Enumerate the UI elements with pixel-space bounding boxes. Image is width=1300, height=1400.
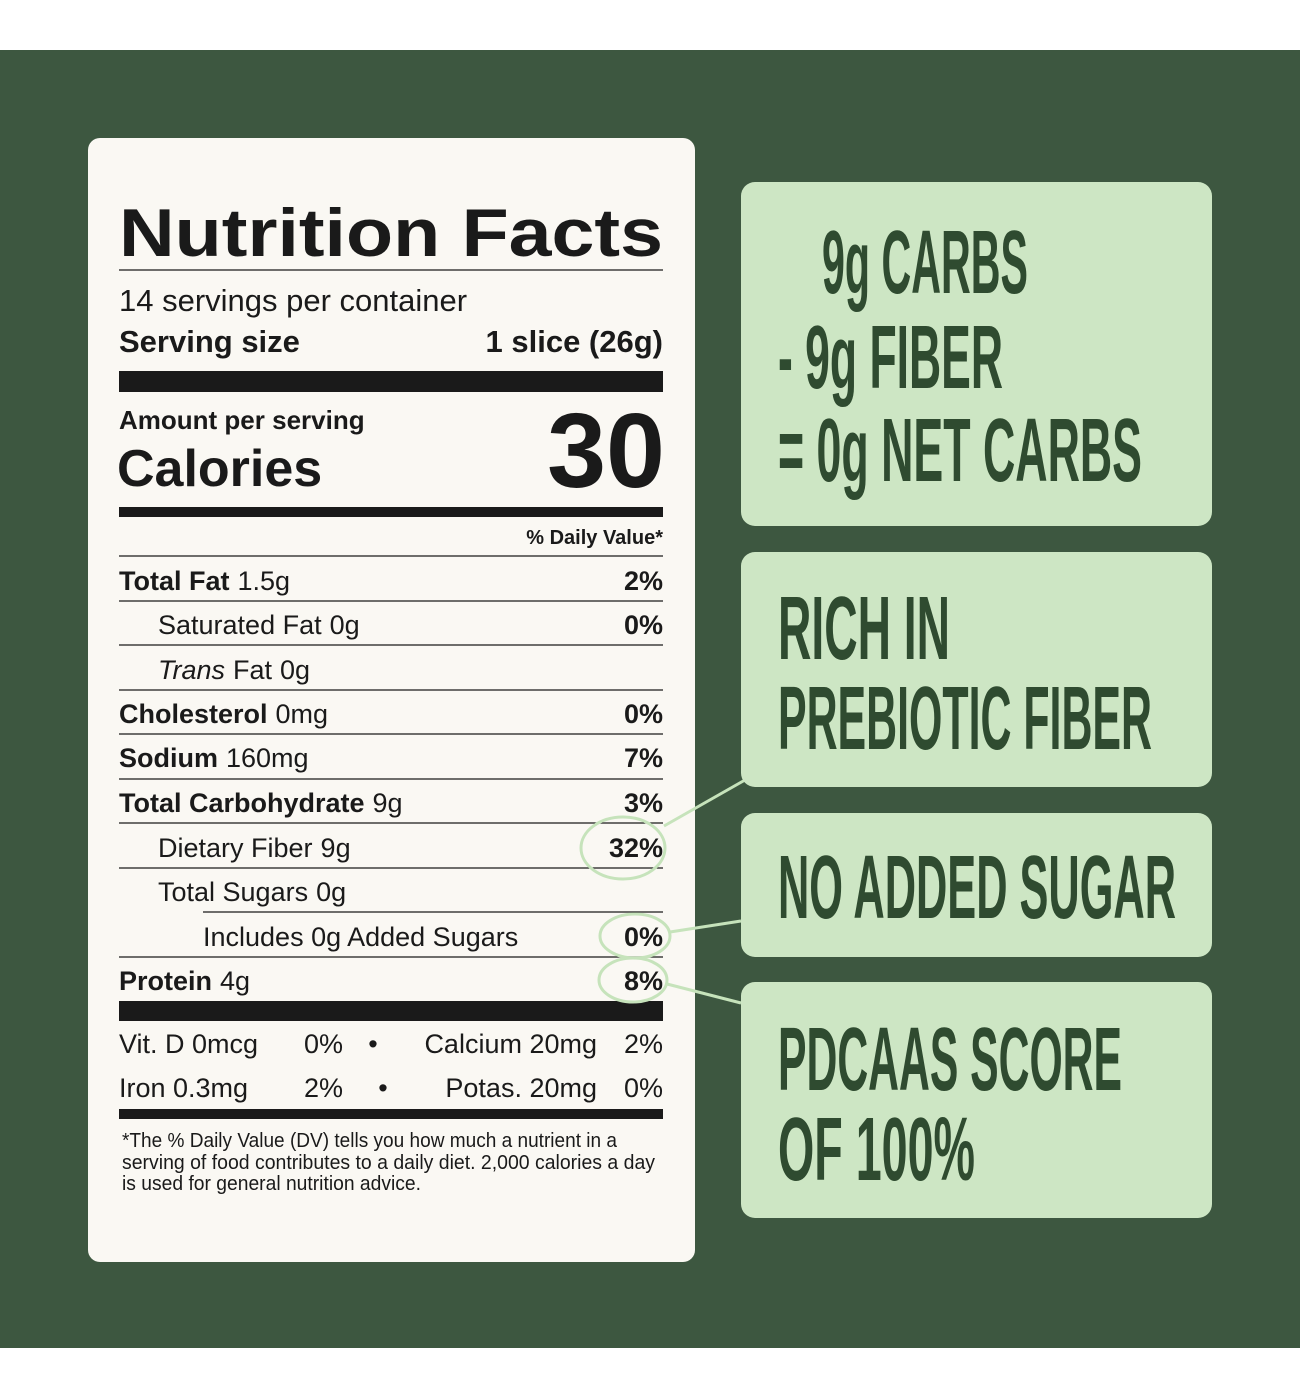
nutrition-label	[88, 138, 695, 1262]
highlight-circle	[579, 815, 667, 881]
vitamin-name: Calcium 20mg	[424, 1029, 597, 1059]
nutrient-name: Fat	[233, 655, 273, 685]
footnote: serving of food contributes to a daily d…	[122, 1152, 655, 1174]
footnote: *The % Daily Value (DV) tells you how mu…	[122, 1130, 618, 1152]
callout-box	[741, 552, 1212, 787]
amount-per-serving: Amount per serving	[119, 405, 365, 435]
vitamin-dv: 2%	[304, 1073, 343, 1103]
daily-value: 3%	[624, 788, 663, 818]
highlights	[579, 778, 746, 1005]
nutrient-amount: 4g	[220, 966, 250, 996]
nutrient-name: Total Fat	[119, 566, 230, 596]
callout-box	[741, 982, 1212, 1218]
vitamin-dv: 0%	[304, 1029, 343, 1059]
thick-bar	[119, 371, 663, 392]
nutrient-name: Sodium	[119, 743, 218, 773]
vitamin-dv: 0%	[624, 1073, 663, 1103]
callout-box	[741, 813, 1212, 957]
servings: 14 servings per container	[119, 283, 467, 318]
label-title: Nutrition Facts	[119, 195, 663, 271]
nutrient-amount: 9g	[373, 788, 403, 818]
bullet: •	[378, 1073, 387, 1103]
nutrient-amount: 0mg	[276, 699, 329, 729]
nutrient-name: Protein	[119, 966, 212, 996]
nutrient-row: Cholesterol 0mg	[119, 699, 328, 729]
nutrient-prefix: Trans	[158, 655, 225, 685]
nutrient-amount: 1.5g	[238, 566, 291, 596]
nutrient-amount: 0g	[280, 655, 310, 685]
daily-value: 8%	[624, 966, 663, 996]
nutrient-row: Dietary Fiber 9g	[158, 833, 351, 863]
nutrient-row: Trans Fat 0g	[158, 655, 310, 685]
nutrient-name: Total Sugars	[158, 877, 308, 907]
nutrient-row: Sodium 160mg	[119, 743, 309, 773]
highlight-circle	[597, 956, 669, 1004]
callout-text: NO ADDED SUGAR	[778, 838, 1176, 938]
callout-box	[741, 182, 1212, 526]
serving-size-label: Serving size	[119, 324, 300, 359]
nutrient-row: Total Carbohydrate 9g	[119, 788, 403, 818]
vitamin-name: Vit. D 0mcg	[119, 1029, 258, 1059]
daily-value: 0%	[624, 922, 663, 952]
callout-text: = 0g NET CARBS	[778, 401, 1142, 501]
medium-bar	[119, 1109, 663, 1119]
footnote: is used for general nutrition advice.	[122, 1173, 421, 1195]
thick-bar	[119, 1001, 663, 1021]
nutrient-amount: 9g	[321, 833, 351, 863]
nutrient-amount: 0g	[316, 877, 346, 907]
nutrient-row: Total Sugars 0g	[158, 877, 346, 907]
bullet: •	[368, 1029, 377, 1059]
vitamin-name: Iron 0.3mg	[119, 1073, 248, 1103]
daily-value: 32%	[609, 833, 663, 863]
calories-label: Calories	[117, 440, 322, 498]
medium-bar	[119, 507, 663, 517]
callout-text: PREBIOTIC FIBER	[778, 669, 1152, 769]
serving-size: 1 slice (26g)	[486, 324, 663, 359]
nutrient-row: Protein 4g	[119, 966, 250, 996]
daily-value: 7%	[624, 743, 663, 773]
callout-text: RICH IN	[778, 579, 950, 679]
nutrient-name: Saturated Fat	[158, 610, 322, 640]
callout-text: - 9g FIBER	[778, 308, 1003, 408]
callout-text: PDCAAS SCORE	[778, 1010, 1122, 1110]
nutrient-name: Total Carbohydrate	[119, 788, 365, 818]
nutrient-name: Dietary Fiber	[158, 833, 313, 863]
vitamin-dv: 2%	[624, 1029, 663, 1059]
callout-text: 9g CARBS	[822, 213, 1028, 313]
nutrient-row: Total Fat 1.5g	[119, 566, 290, 596]
daily-value: 2%	[624, 566, 663, 596]
nutrient-row: Saturated Fat 0g	[158, 610, 360, 640]
connector	[669, 919, 742, 934]
nutrient-amount: 0g	[330, 610, 360, 640]
vitamin-name: Potas. 20mg	[445, 1073, 597, 1103]
daily-value: 0%	[624, 610, 663, 640]
callout-text: OF 100%	[778, 1100, 975, 1200]
nutrient-name: Cholesterol	[119, 699, 268, 729]
connector	[666, 982, 742, 1005]
connector	[663, 778, 746, 828]
daily-value: 0%	[624, 699, 663, 729]
nutrient-name: Includes 0g Added Sugars	[203, 922, 518, 952]
calories: 30	[547, 392, 665, 510]
daily-value-header: % Daily Value*	[526, 527, 663, 549]
nutrient-amount: 160mg	[226, 743, 309, 773]
